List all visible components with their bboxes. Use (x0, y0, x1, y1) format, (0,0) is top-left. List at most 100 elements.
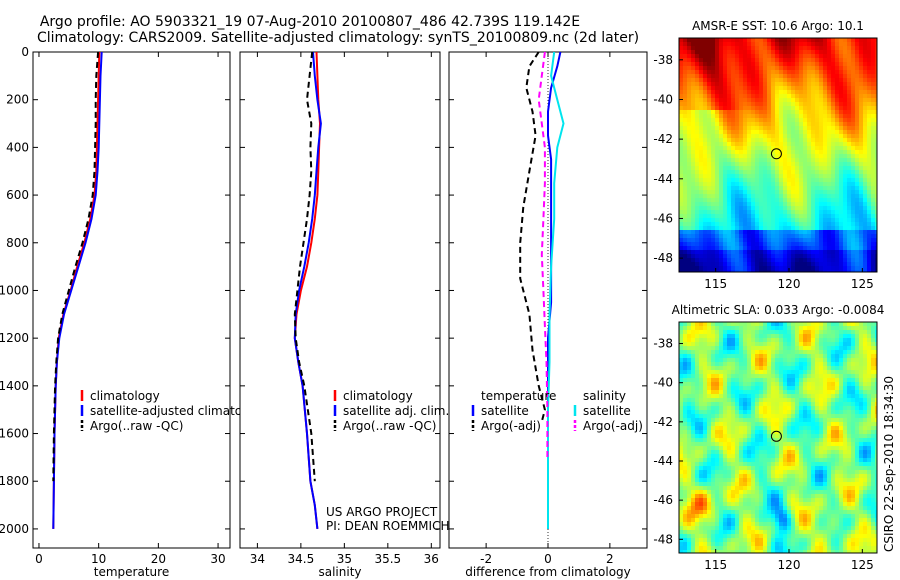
map-cell (799, 442, 804, 447)
map-cell (743, 502, 748, 507)
map-cell (711, 434, 716, 439)
map-cell (807, 122, 812, 127)
map-cell (815, 190, 820, 195)
map-cell (707, 510, 712, 515)
map-cell (755, 486, 760, 491)
map-cell (715, 250, 720, 255)
map-cell (715, 442, 720, 447)
map-cell (743, 166, 748, 171)
map-cell (851, 194, 856, 199)
map-cell (699, 386, 704, 391)
map-cell (875, 254, 878, 259)
map-cell (827, 242, 832, 247)
map-cell (711, 366, 716, 371)
map-cell (699, 102, 704, 107)
map-cell (703, 406, 708, 411)
map-cell (819, 126, 824, 131)
map-cell (791, 138, 796, 143)
map-cell (739, 358, 744, 363)
map-cell (827, 262, 832, 267)
map-cell (759, 174, 764, 179)
map-cell (723, 158, 728, 163)
map-cell (795, 210, 800, 215)
map-cell (719, 350, 724, 355)
map-cell (683, 118, 688, 123)
map-cell (807, 270, 812, 273)
map-cell (727, 534, 732, 539)
map-cell (875, 270, 878, 273)
map-cell (779, 526, 784, 531)
map-cell (747, 42, 752, 47)
map-cell (695, 46, 700, 51)
map-cell (719, 374, 724, 379)
map-cell (755, 254, 760, 259)
map-cell (731, 70, 736, 75)
map-cell (687, 170, 692, 175)
map-cell (727, 410, 732, 415)
map-cell (795, 550, 800, 554)
map-cell (787, 542, 792, 547)
map-cell (867, 42, 872, 47)
map-cell (703, 98, 708, 103)
map-cell (799, 490, 804, 495)
map-cell (739, 246, 744, 251)
map-cell (851, 226, 856, 231)
map-cell (727, 478, 732, 483)
map-cell (687, 150, 692, 155)
map-cell (727, 210, 732, 215)
map-cell (779, 474, 784, 479)
map-cell (727, 338, 732, 343)
map-cell (771, 50, 776, 55)
map-cell (711, 178, 716, 183)
map-cell (707, 206, 712, 211)
map-cell (747, 206, 752, 211)
map-cell (707, 334, 712, 339)
map-cell (763, 450, 768, 455)
map-cell (827, 150, 832, 155)
map-cell (707, 386, 712, 391)
map-cell (839, 242, 844, 247)
map-cell (719, 426, 724, 431)
map-cell (731, 490, 736, 495)
map-cell (699, 458, 704, 463)
map-cell (771, 238, 776, 243)
map-cell (795, 106, 800, 111)
map-cell (751, 434, 756, 439)
map-cell (867, 54, 872, 59)
map-cell (707, 138, 712, 143)
map-cell (743, 222, 748, 227)
map-cell (771, 198, 776, 203)
map-cell (803, 414, 808, 419)
y-tick-label: -40 (653, 92, 673, 106)
map-cell (799, 518, 804, 523)
map-cell (783, 186, 788, 191)
map-cell (711, 162, 716, 167)
map-cell (743, 410, 748, 415)
map-cell (743, 418, 748, 423)
map-cell (743, 326, 748, 331)
map-cell (783, 550, 788, 554)
map-cell (795, 250, 800, 255)
map-cell (839, 178, 844, 183)
map-cell (803, 454, 808, 459)
map-cell (735, 250, 740, 255)
map-cell (803, 218, 808, 223)
map-cell (791, 334, 796, 339)
map-cell (771, 54, 776, 59)
map-cell (759, 358, 764, 363)
map-cell (871, 38, 876, 43)
map-cell (739, 390, 744, 395)
map-cell (687, 46, 692, 51)
map-cell (787, 170, 792, 175)
map-cell (783, 478, 788, 483)
map-cell (747, 234, 752, 239)
map-cell (791, 250, 796, 255)
map-cell (775, 238, 780, 243)
map-cell (751, 246, 756, 251)
map-cell (731, 334, 736, 339)
map-cell (727, 122, 732, 127)
map-cell (731, 58, 736, 63)
map-cell (815, 270, 820, 273)
map-cell (771, 182, 776, 187)
map-cell (743, 458, 748, 463)
